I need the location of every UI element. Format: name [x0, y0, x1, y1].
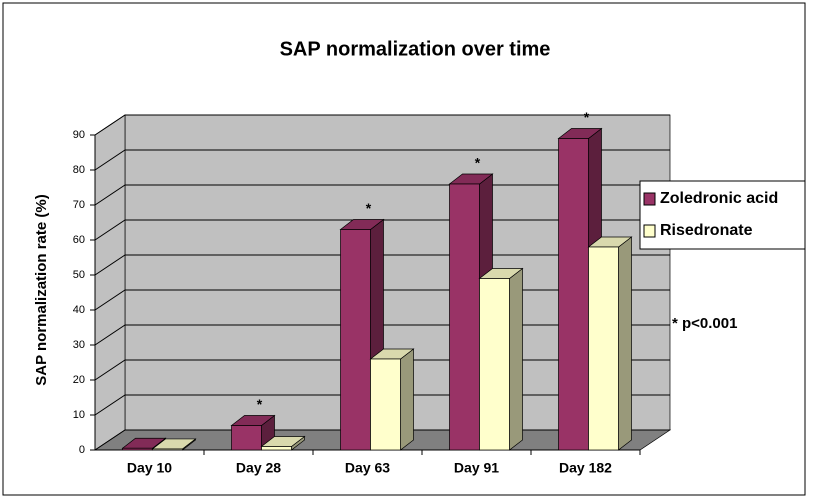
x-tick-label: Day 28 — [236, 460, 281, 476]
bar-side — [618, 236, 632, 451]
y-tick-label: 40 — [73, 304, 85, 316]
bar-side — [509, 267, 523, 451]
y-tick-label: 0 — [79, 444, 85, 456]
y-tick-label: 30 — [73, 339, 85, 351]
significance-mark: * — [257, 396, 263, 412]
x-tick-label: Day 182 — [559, 460, 612, 476]
y-tick-label: 90 — [73, 129, 85, 141]
bar — [449, 183, 480, 451]
legend-swatch — [643, 192, 656, 206]
legend-label: Zoledronic acid — [660, 190, 778, 207]
bar — [370, 358, 401, 451]
y-tick-label: 70 — [73, 199, 85, 211]
significance-mark: * — [366, 200, 372, 216]
bar-side — [400, 348, 414, 451]
y-tick-label: 50 — [73, 269, 85, 281]
legend-swatch — [643, 224, 656, 238]
bar — [152, 448, 183, 451]
bar — [340, 229, 371, 451]
grid-line — [94, 114, 670, 136]
significance-mark: * — [475, 155, 481, 171]
significance-mark: * — [584, 109, 590, 125]
x-tick-label: Day 63 — [345, 460, 390, 476]
x-tick-label: Day 10 — [127, 460, 172, 476]
bar — [479, 278, 510, 451]
y-tick-label: 20 — [73, 374, 85, 386]
bar — [231, 425, 262, 451]
y-tick-label: 80 — [73, 164, 85, 176]
bar — [558, 138, 589, 451]
y-axis-label: SAP normalization rate (%) — [33, 194, 50, 385]
legend-box — [639, 180, 806, 250]
footnote: * p<0.001 — [672, 315, 737, 332]
legend-label: Risedronate — [660, 222, 753, 239]
x-tick-label: Day 91 — [454, 460, 499, 476]
bar — [588, 246, 619, 451]
y-tick-label: 60 — [73, 234, 85, 246]
side-wall — [94, 114, 126, 451]
bar — [261, 446, 292, 451]
chart-title: SAP normalization over time — [280, 38, 551, 60]
bar — [122, 447, 153, 451]
grid-line — [94, 149, 670, 171]
y-tick-label: 10 — [73, 409, 85, 421]
